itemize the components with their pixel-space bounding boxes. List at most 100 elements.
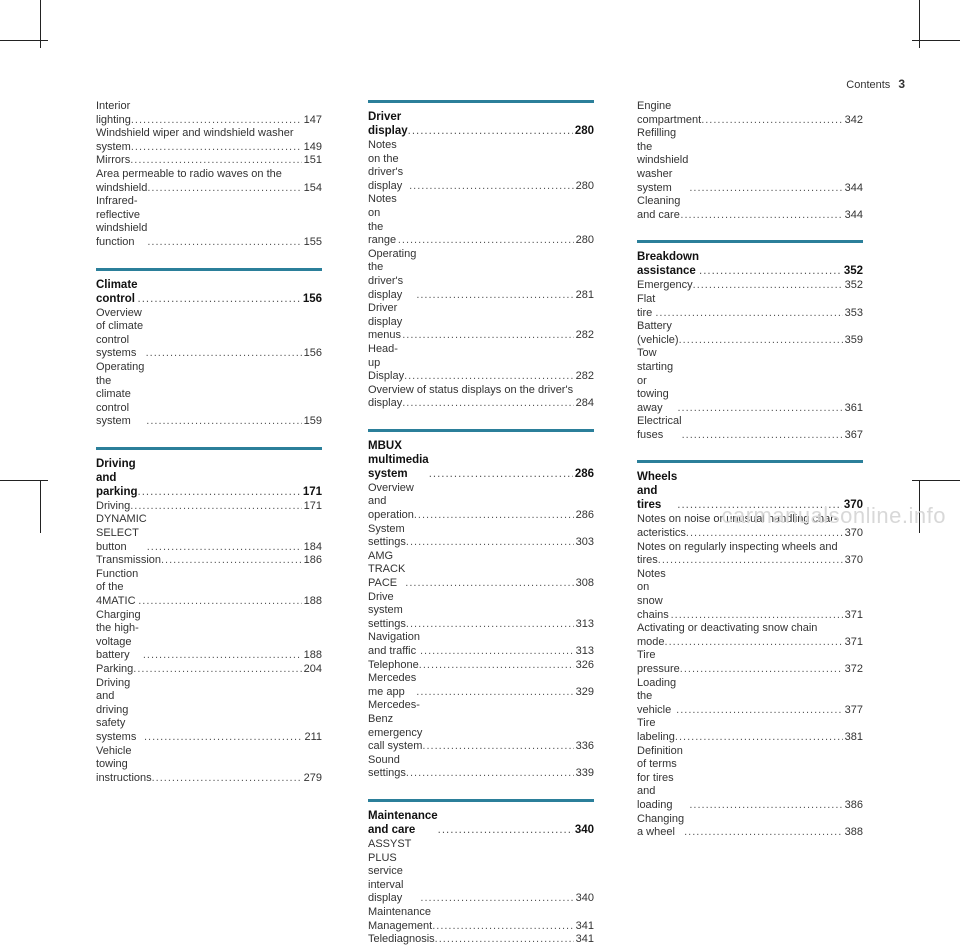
toc-entry[interactable]: Tire pressure 372 — [637, 649, 863, 676]
toc-entry[interactable]: Tire labeling 381 — [637, 717, 863, 744]
dot-leader — [420, 645, 574, 659]
toc-entry[interactable]: Changing a wheel 388 — [637, 813, 863, 840]
toc-entry-page: 361 — [844, 401, 863, 414]
section-page-number: 280 — [574, 125, 594, 137]
section-divider-bar — [96, 267, 322, 271]
toc-entry[interactable]: Mercedes me app 329 — [368, 672, 594, 699]
toc-entry-page: 340 — [575, 892, 594, 905]
dot-leader — [416, 686, 573, 700]
toc-entry[interactable]: AMG TRACK PACE 308 — [368, 550, 594, 591]
toc-entry[interactable]: Telediagnosis 341 — [368, 933, 594, 947]
toc-entry-text: system — [96, 140, 131, 153]
toc-entry[interactable]: Interior lighting 147 — [96, 100, 322, 127]
toc-entry[interactable]: Mirrors 151 — [96, 154, 322, 168]
toc-entry[interactable]: Transmission 186 — [96, 554, 322, 568]
section-page-number: 286 — [574, 467, 594, 480]
section-title-link[interactable]: Maintenance and care 340 — [368, 809, 594, 837]
toc-entry[interactable]: system 149 — [96, 141, 322, 155]
toc-entry[interactable]: Notes on snow chains 371 — [637, 568, 863, 622]
toc-entry[interactable]: System settings 303 — [368, 523, 594, 550]
dot-leader — [658, 554, 843, 568]
toc-entry[interactable]: Loading the vehicle 377 — [637, 677, 863, 718]
dot-leader — [144, 731, 303, 745]
toc-entry[interactable]: Overview of status displays on the drive… — [368, 384, 594, 398]
toc-entry-page: 352 — [844, 279, 863, 292]
dot-leader — [435, 933, 574, 947]
toc-entry-text: Tire labeling — [637, 717, 675, 743]
section-title-link[interactable]: Breakdown assistance 352 — [637, 250, 863, 278]
toc-entry[interactable]: Driver display menus 282 — [368, 302, 594, 343]
toc-entry[interactable]: Overview and operation 286 — [368, 482, 594, 523]
section-title-link[interactable]: Wheels and tires 370 — [637, 470, 863, 512]
dot-leader — [147, 236, 301, 250]
toc-entry[interactable]: Notes on the driver's display 280 — [368, 139, 594, 193]
toc-entry[interactable]: Operating the climate control system 159 — [96, 361, 322, 429]
toc-entry[interactable]: Mercedes-Benz emergency call system 336 — [368, 699, 594, 753]
section-title-link[interactable]: Driving and parking 171 — [96, 457, 322, 499]
toc-entry-text: Transmission — [96, 554, 161, 567]
section-title-link[interactable]: Climate control 156 — [96, 278, 322, 306]
toc-entry[interactable]: Maintenance Management 341 — [368, 906, 594, 933]
dot-leader — [676, 704, 842, 718]
section-title-link[interactable]: Driver display 280 — [368, 110, 594, 138]
toc-entry-page: 367 — [844, 428, 863, 441]
toc-entry[interactable]: Driving and driving safety systems 211 — [96, 677, 322, 745]
dot-leader — [665, 636, 843, 650]
toc-entry[interactable]: Operating the driver's display 281 — [368, 248, 594, 302]
toc-entry[interactable]: Definition of terms for tires and loadin… — [637, 745, 863, 813]
toc-entry-text: Loading the vehicle — [637, 676, 677, 716]
toc-entry[interactable]: Notes on noise or unusual handling char- — [637, 513, 863, 527]
toc-entry-page: 156 — [303, 347, 322, 360]
toc-entry-text: Driver display menus — [368, 302, 403, 342]
toc-entry[interactable]: Emergency 352 — [637, 279, 863, 293]
toc-entry[interactable]: mode 371 — [637, 636, 863, 650]
toc-entry[interactable]: display 284 — [368, 397, 594, 411]
toc-entry[interactable]: Overview of climate control systems 156 — [96, 307, 322, 361]
toc-entry[interactable]: Activating or deactivating snow chain — [637, 622, 863, 636]
toc-entry[interactable]: Charging the high-voltage battery 188 — [96, 609, 322, 663]
toc-entry[interactable]: Driving 171 — [96, 500, 322, 514]
toc-section: Driving and parking171Driving171DYNAMIC … — [96, 446, 322, 786]
toc-entry[interactable]: tires 370 — [637, 554, 863, 568]
toc-entry[interactable]: Area permeable to radio waves on the — [96, 168, 322, 182]
toc-entry[interactable]: Cleaning and care 344 — [637, 195, 863, 222]
toc-entry-text: Emergency — [637, 279, 693, 292]
crop-mark — [912, 480, 960, 481]
toc-column-2: Driver display280Notes on the driver's d… — [368, 100, 594, 947]
toc-entry[interactable]: Head-up Display 282 — [368, 343, 594, 384]
dot-leader — [422, 740, 573, 754]
toc-entry-text: Notes on the driver's display — [368, 139, 404, 192]
toc-entry[interactable]: acteristics 370 — [637, 527, 863, 541]
toc-entry[interactable]: Tow starting or towing away 361 — [637, 347, 863, 415]
toc-entry[interactable]: Refilling the windshield washer system 34… — [637, 127, 863, 195]
toc-entry[interactable]: Sound settings 339 — [368, 754, 594, 781]
toc-entry[interactable]: Windshield wiper and windshield washer — [96, 127, 322, 141]
toc-entry[interactable]: Infrared-reflective windshield function 1… — [96, 195, 322, 249]
toc-entry-text: Flat tire — [637, 292, 656, 319]
dot-leader — [429, 467, 573, 481]
toc-entry[interactable]: Drive system settings 313 — [368, 591, 594, 632]
dot-leader — [402, 397, 573, 411]
toc-entry[interactable]: Notes on the range 280 — [368, 193, 594, 247]
toc-entry[interactable]: Parking 204 — [96, 663, 322, 677]
toc-entry-page: 284 — [575, 397, 594, 410]
toc-entry[interactable]: Telephone 326 — [368, 659, 594, 673]
dot-leader — [414, 509, 574, 523]
toc-entry[interactable]: Battery (vehicle) 359 — [637, 320, 863, 347]
section-title-link[interactable]: MBUX multimedia system 286 — [368, 439, 594, 481]
toc-entry[interactable]: windshield 154 — [96, 182, 322, 196]
toc-entry[interactable]: Navigation and traffic 313 — [368, 631, 594, 658]
toc-entry[interactable]: DYNAMIC SELECT button 184 — [96, 513, 322, 554]
toc-entry[interactable]: Engine compartment 342 — [637, 100, 863, 127]
toc-entry-text: Tow starting or towing away — [637, 347, 674, 414]
toc-entry[interactable]: Vehicle towing instructions 279 — [96, 745, 322, 786]
toc-entry[interactable]: Function of the 4MATIC 188 — [96, 568, 322, 609]
toc-entry[interactable]: Flat tire 353 — [637, 293, 863, 320]
toc-entry[interactable]: Notes on regularly inspecting wheels and — [637, 541, 863, 555]
toc-entry-page: 188 — [303, 649, 322, 662]
dot-leader — [438, 823, 573, 837]
toc-entry[interactable]: ASSYST PLUS service interval display 340 — [368, 838, 594, 906]
dot-leader — [402, 329, 573, 343]
toc-entry[interactable]: Electrical fuses 367 — [637, 415, 863, 442]
toc-entry-text: Notes on noise or unusual handling char- — [637, 513, 838, 526]
